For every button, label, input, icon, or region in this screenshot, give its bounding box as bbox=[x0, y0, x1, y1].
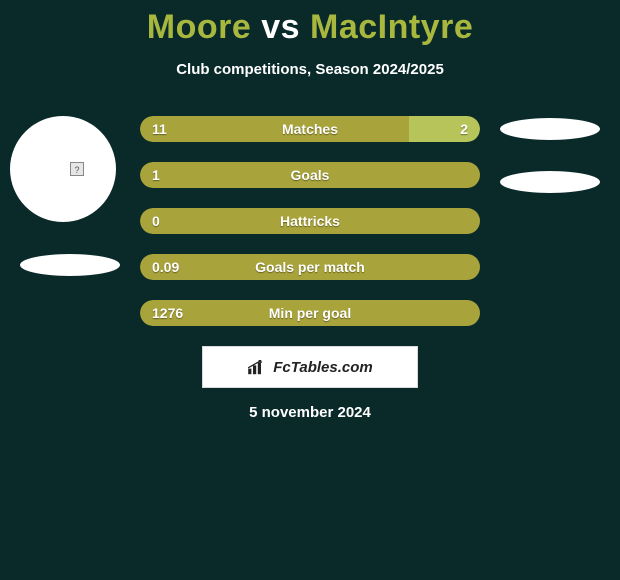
bars-growth-icon bbox=[247, 359, 267, 375]
player1-avatar: ? bbox=[10, 116, 116, 222]
comparison-bars: 112Matches 1Goals 0Hattricks 0.09Goals per … bbox=[140, 116, 480, 346]
title-player1: Moore bbox=[147, 8, 252, 46]
player1-shadow bbox=[20, 254, 120, 276]
stat-bar: 1Goals bbox=[140, 162, 480, 188]
stat-label: Min per goal bbox=[140, 300, 480, 326]
subtitle: Club competitions, Season 2024/2025 bbox=[0, 61, 620, 78]
branding-badge: FcTables.com bbox=[202, 346, 418, 388]
stat-bar: 1276Min per goal bbox=[140, 300, 480, 326]
stat-bar: 0Hattricks bbox=[140, 208, 480, 234]
stat-label: Hattricks bbox=[140, 208, 480, 234]
title-player2: MacIntyre bbox=[310, 8, 473, 46]
broken-image-icon: ? bbox=[70, 162, 84, 176]
stat-label: Matches bbox=[140, 116, 480, 142]
brand-text: FcTables.com bbox=[273, 359, 372, 376]
page-title: Moore vs MacIntyre bbox=[0, 0, 620, 47]
updated-date: 5 november 2024 bbox=[0, 404, 620, 421]
stat-bar: 0.09Goals per match bbox=[140, 254, 480, 280]
stat-label: Goals per match bbox=[140, 254, 480, 280]
player2-pill-top bbox=[500, 118, 600, 140]
player2-pill-bottom bbox=[500, 171, 600, 193]
stat-bar: 112Matches bbox=[140, 116, 480, 142]
title-vs: vs bbox=[261, 8, 300, 46]
stat-label: Goals bbox=[140, 162, 480, 188]
